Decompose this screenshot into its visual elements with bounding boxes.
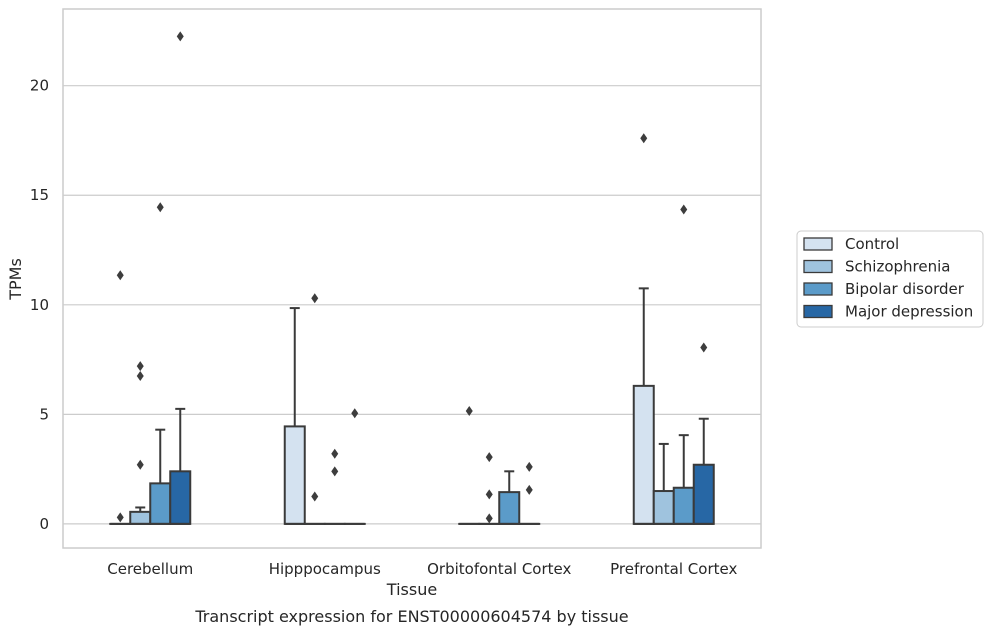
x-axis-label: Tissue	[386, 580, 437, 599]
box-group	[518, 461, 541, 525]
x-tick-label: Cerebellum	[107, 560, 193, 578]
x-tick-label: Prefrontal Cortex	[610, 560, 737, 578]
outlier-point	[156, 202, 164, 213]
outlier-point	[136, 361, 144, 372]
outlier-point	[680, 204, 688, 215]
box	[692, 463, 715, 525]
outlier-point	[331, 466, 339, 477]
legend-swatch	[803, 282, 833, 296]
box	[672, 486, 695, 525]
box-series	[109, 31, 715, 525]
legend-swatch	[803, 259, 833, 274]
outlier-point	[485, 452, 493, 463]
y-tick-label: 0	[39, 515, 49, 533]
outlier-point	[700, 342, 708, 353]
outlier-point	[136, 459, 144, 470]
box	[632, 384, 655, 525]
legend-label: Control	[845, 235, 899, 253]
legend-item: Control	[803, 235, 899, 253]
y-tick-label: 5	[39, 405, 49, 423]
legend-label: Major depression	[845, 303, 973, 321]
box-group	[129, 361, 152, 525]
box	[498, 491, 521, 525]
legend-frame	[796, 230, 984, 328]
outlier-point	[485, 513, 493, 524]
y-tick-label: 15	[30, 186, 49, 204]
box-group	[692, 342, 715, 525]
y-axis-label: TPMs	[6, 258, 25, 301]
outlier-point	[525, 484, 533, 495]
box-group	[498, 470, 521, 525]
box	[129, 510, 152, 525]
box-group	[632, 133, 655, 525]
legend-label: Bipolar disorder	[845, 280, 965, 298]
y-tick-labels: 0 5 10 15 20	[30, 77, 49, 533]
box-group	[303, 293, 326, 525]
legend-item: Schizophrenia	[803, 258, 950, 276]
x-tick-label: Hipppocampus	[269, 560, 381, 578]
box-group	[169, 31, 192, 525]
y-tick-label: 10	[30, 296, 49, 314]
outlier-point	[176, 31, 184, 42]
outlier-point	[136, 371, 144, 382]
x-tick-labels: Cerebellum Hipppocampus Orbitofontal Corte…	[107, 560, 737, 578]
legend-item: Major depression	[803, 303, 973, 321]
outlier-point	[485, 489, 493, 500]
box	[283, 425, 306, 525]
legend-item: Bipolar disorder	[803, 280, 965, 298]
outlier-point	[640, 133, 648, 144]
box-group	[283, 307, 306, 525]
outlier-point	[311, 293, 319, 304]
legend-label: Schizophrenia	[845, 258, 950, 276]
outlier-point	[351, 408, 359, 419]
box-group	[109, 270, 132, 525]
x-tick-label: Orbitofontal Cortex	[427, 560, 571, 578]
chart-caption: Transcript expression for ENST0000060457…	[194, 607, 628, 626]
outlier-point	[525, 461, 533, 472]
outlier-point	[116, 512, 124, 523]
legend-swatch	[803, 304, 833, 319]
box	[652, 490, 675, 525]
outlier-point	[331, 448, 339, 459]
box	[169, 470, 192, 525]
box-group	[343, 408, 366, 525]
y-tick-label: 20	[30, 77, 49, 95]
legend: Control Schizophrenia Bipolar disorder Majo…	[796, 230, 984, 328]
box	[149, 482, 172, 525]
outlier-point	[116, 270, 124, 281]
plot-area	[62, 8, 762, 549]
legend-swatch	[803, 237, 833, 251]
outlier-point	[465, 406, 473, 417]
outlier-point	[311, 491, 319, 502]
box-group	[672, 204, 695, 525]
